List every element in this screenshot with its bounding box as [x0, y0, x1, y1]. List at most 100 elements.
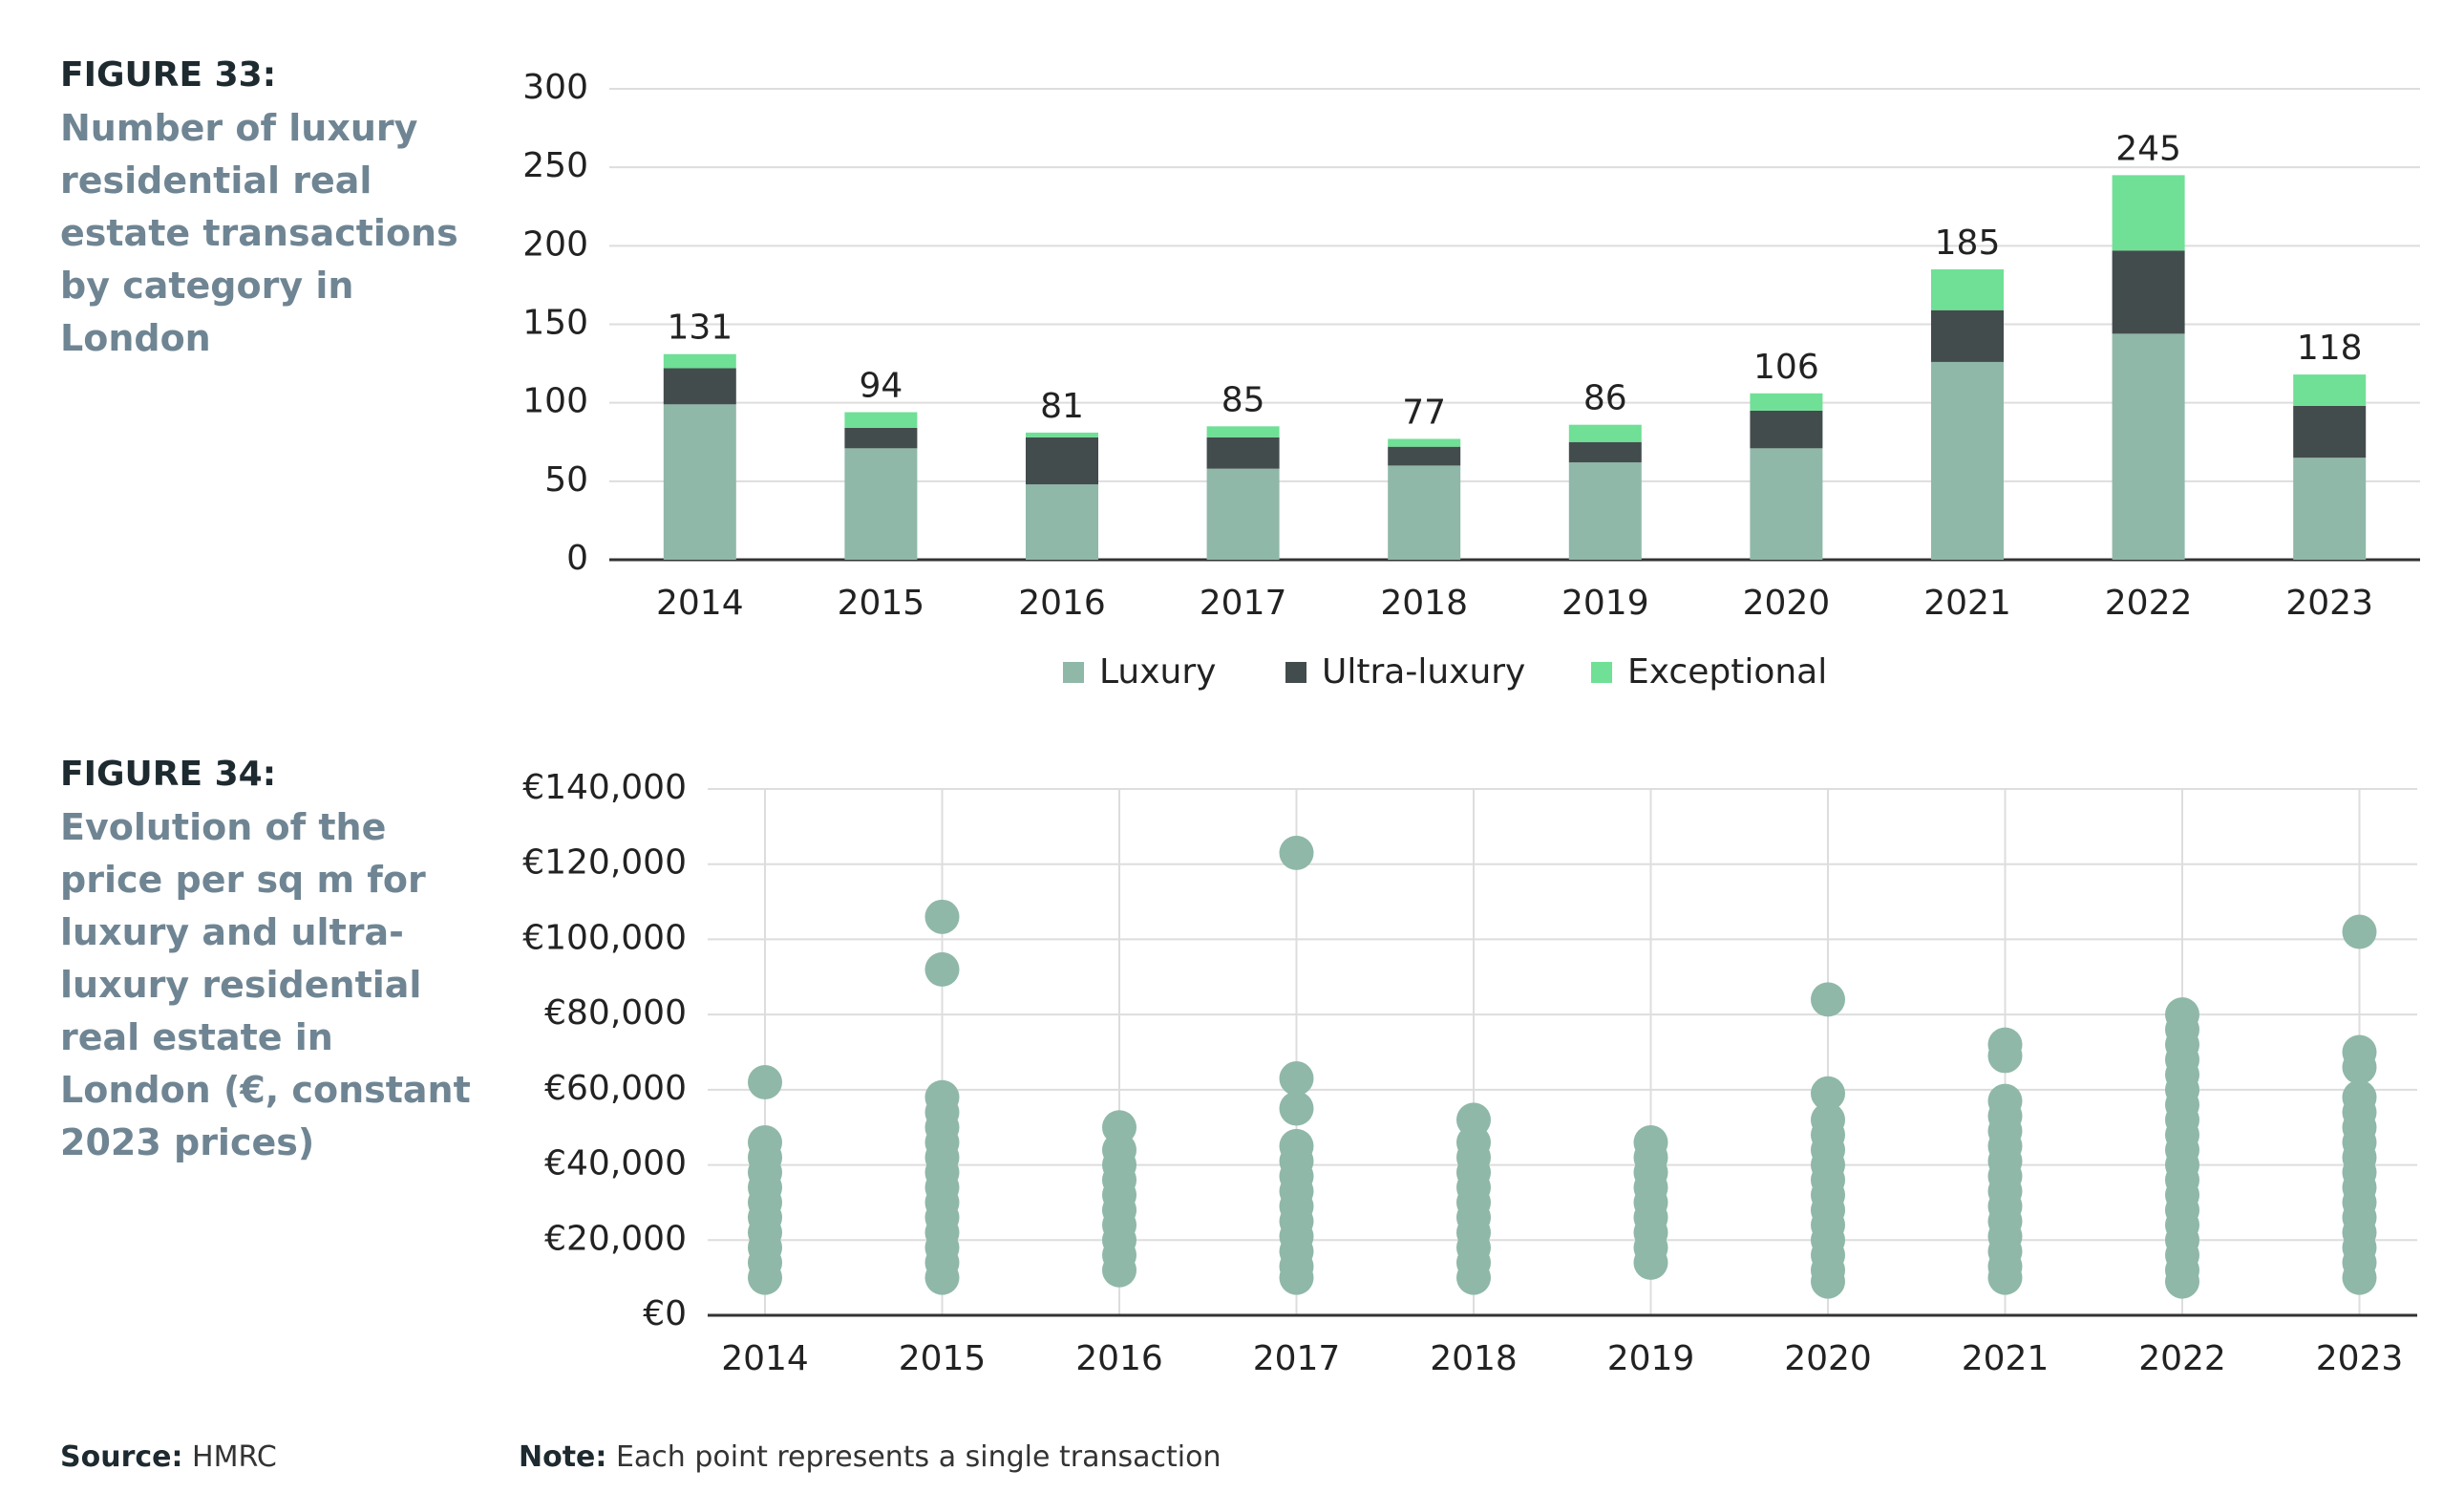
x-tick-label: 2022 [2105, 584, 2193, 623]
x-tick-label: 2016 [1075, 1339, 1163, 1378]
bar-segment [663, 368, 736, 405]
bar-segment [1750, 393, 1823, 411]
bar-segment [1931, 361, 2004, 560]
point [748, 1064, 782, 1099]
point [1279, 1061, 1314, 1097]
bar-segment [1388, 438, 1461, 447]
bar-segment [1568, 441, 1642, 463]
y-tick-label: €100,000 [522, 918, 687, 957]
x-tick-label: 2020 [1743, 584, 1831, 623]
bar-segment [1026, 432, 1098, 437]
total-label: 85 [1221, 380, 1265, 419]
x-tick-label: 2015 [899, 1339, 987, 1378]
bar-segment [2112, 333, 2185, 560]
figure-label: FIGURE 34: [60, 755, 277, 794]
bar-segment [1026, 484, 1098, 560]
bar-segment [2293, 374, 2367, 406]
x-tick-label: 2018 [1430, 1339, 1518, 1378]
point [2342, 1050, 2377, 1085]
bar-segment [1206, 426, 1280, 437]
point [1102, 1252, 1136, 1288]
figure-caption: FIGURE 34: Evolution of the price per sq… [60, 755, 480, 1169]
y-tick-label: 200 [522, 224, 588, 264]
figure-caption: FIGURE 33: Number of luxury residential … [60, 55, 480, 365]
y-tick-label: 100 [522, 382, 588, 421]
y-tick-label: 150 [522, 304, 588, 343]
legend-label: Exceptional [1627, 652, 1827, 692]
total-label: 81 [1040, 387, 1084, 426]
total-label: 77 [1402, 393, 1446, 432]
source-text: HMRC [192, 1440, 277, 1474]
bar-segment [1750, 410, 1823, 449]
figure-title: Number of luxury residential real estate… [60, 107, 458, 359]
bar-segment [1388, 465, 1461, 560]
x-tick-label: 2022 [2138, 1339, 2226, 1378]
x-tick-label: 2017 [1253, 1339, 1341, 1378]
bar-segment [1568, 462, 1642, 560]
source: Source: HMRC [60, 1440, 277, 1474]
total-label: 245 [2115, 129, 2181, 168]
point [1987, 1038, 2023, 1074]
total-label: 185 [1935, 224, 2001, 263]
x-tick-label: 2017 [1200, 584, 1287, 623]
legend-label: Luxury [1099, 652, 1216, 692]
bar-segment [1931, 268, 2004, 310]
bar-segment [663, 353, 736, 369]
bar-segment [844, 412, 918, 428]
total-label: 86 [1583, 379, 1627, 418]
point [1279, 835, 1314, 870]
y-tick-label: 0 [566, 539, 588, 578]
bar-segment [2112, 175, 2185, 251]
total-label: 106 [1753, 348, 1819, 387]
point [1811, 982, 1845, 1017]
note-label: Note: [519, 1440, 607, 1474]
point [924, 899, 960, 934]
x-tick-label: 2018 [1380, 584, 1468, 623]
bar-segment [2112, 250, 2185, 334]
point [924, 1260, 960, 1295]
bar-segment [1206, 437, 1280, 469]
x-tick-label: 2021 [1962, 1339, 2050, 1378]
source-label: Source: [60, 1440, 183, 1474]
point [924, 951, 960, 987]
y-tick-label: 250 [522, 146, 588, 185]
x-tick-label: 2019 [1607, 1339, 1695, 1378]
point [1456, 1260, 1491, 1295]
legend-swatch [1285, 662, 1306, 683]
note: Note: Each point represents a single tra… [519, 1440, 1221, 1474]
total-label: 118 [2297, 329, 2363, 368]
bar-segment [1388, 446, 1461, 466]
bar-segment [1206, 468, 1280, 560]
point [2342, 914, 2377, 949]
point [748, 1260, 782, 1295]
x-tick-label: 2019 [1561, 584, 1649, 623]
point [1279, 1091, 1314, 1126]
point [1811, 1076, 1845, 1111]
point [1987, 1260, 2023, 1295]
x-tick-label: 2014 [721, 1339, 809, 1378]
y-tick-label: 300 [522, 68, 588, 107]
y-tick-label: €60,000 [544, 1069, 687, 1108]
x-tick-label: 2021 [1923, 584, 2011, 623]
point [1811, 1264, 1845, 1299]
total-label: 94 [859, 367, 903, 406]
bar-segment [1026, 437, 1098, 485]
point [2165, 1264, 2199, 1299]
bar-segment [2293, 458, 2367, 560]
bar-segment [844, 448, 918, 560]
y-tick-label: 50 [544, 460, 588, 500]
figure-title: Evolution of the price per sq m for luxu… [60, 806, 471, 1163]
bar-segment [663, 404, 736, 560]
bar-segment [1931, 309, 2004, 362]
x-tick-label: 2015 [838, 584, 925, 623]
bar-segment [1750, 448, 1823, 560]
y-tick-label: €120,000 [522, 843, 687, 883]
y-tick-label: €20,000 [544, 1219, 687, 1258]
point [1633, 1245, 1668, 1280]
point [2342, 1260, 2377, 1295]
point [1279, 1260, 1314, 1295]
legend-swatch [1591, 662, 1612, 683]
legend-swatch [1063, 662, 1084, 683]
